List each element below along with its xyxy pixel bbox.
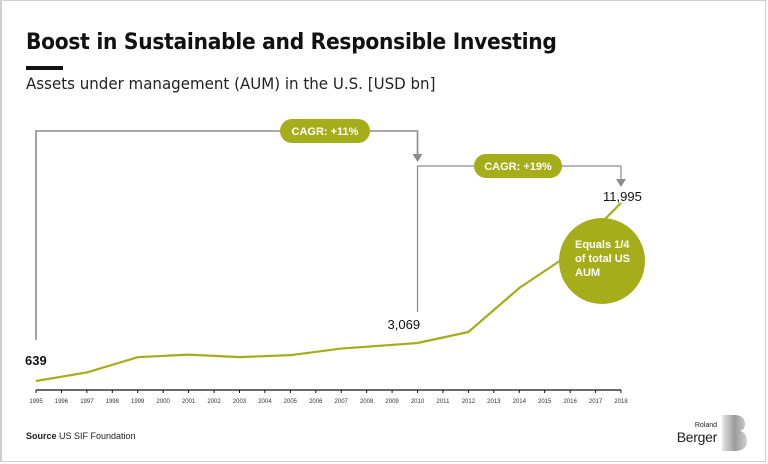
data-labels: 639 3,069 11,995	[25, 189, 642, 368]
x-tick-label: 2001	[182, 399, 196, 405]
x-tick-label: 1997	[80, 399, 94, 405]
callout-text: Equals 1/4	[575, 239, 630, 251]
arrow-down-icon	[412, 154, 423, 162]
x-tick-label: 2003	[233, 399, 247, 405]
x-tick-label: 1999	[131, 399, 145, 405]
cagr-pill	[474, 154, 562, 178]
x-tick-label: 2010	[411, 399, 425, 405]
data-label: 3,069	[388, 317, 421, 332]
cagr-connector	[35, 130, 419, 340]
callout-circle	[559, 218, 645, 304]
logo-text-roland: Roland	[694, 422, 717, 429]
callout-group: Equals 1/4 of total US AUM	[559, 218, 645, 304]
roland-berger-logo: Roland Berger	[670, 412, 750, 454]
chart-subtitle: Assets under management (AUM) in the U.S…	[26, 74, 436, 93]
x-tick-label: 1998	[106, 399, 120, 405]
source-text: US SIF Foundation	[59, 431, 136, 441]
x-tick-label: 2014	[513, 399, 527, 405]
source-label: Source	[26, 431, 57, 441]
x-tick-label: 2009	[385, 399, 399, 405]
chart-title: Boost in Sustainable and Responsible Inv…	[26, 30, 557, 55]
cagr-label: CAGR: +19%	[484, 161, 552, 173]
x-tick-label: 1995	[29, 399, 43, 405]
x-tick-label: 2005	[284, 399, 298, 405]
cagr-pill	[280, 119, 370, 143]
x-tick-label: 2015	[538, 399, 552, 405]
x-tick-label: 2007	[335, 399, 349, 405]
x-tick-label: 2002	[207, 399, 221, 405]
series-aum	[35, 202, 622, 383]
x-tick-label: 2011	[437, 399, 451, 405]
cagr-connectors: CAGR: +11% CAGR: +19%	[35, 119, 626, 340]
x-tick-label: 2012	[462, 399, 476, 405]
x-tick-label: 2008	[360, 399, 374, 405]
cagr-label: CAGR: +11%	[292, 126, 359, 138]
x-tick-label: 2013	[487, 399, 501, 405]
x-tick-label: 2006	[309, 399, 323, 405]
x-tick-label: 2018	[614, 399, 628, 405]
x-tick-label: 2017	[589, 399, 603, 405]
x-tick-label: 2004	[258, 399, 272, 405]
data-label: 11,995	[603, 189, 642, 204]
arrow-down-icon	[616, 179, 626, 187]
x-tick-label: 1996	[55, 399, 69, 405]
logo-b-mark-icon	[722, 415, 747, 451]
x-axis: 1995 1996 1997 1998 1999 2000 2001 2002 2003 2004…	[29, 389, 628, 405]
logo-text-berger: Berger	[676, 429, 718, 445]
series-line	[35, 202, 622, 383]
x-tick-label: 2000	[156, 399, 170, 405]
data-label: 639	[25, 353, 47, 368]
callout-text: of total US	[575, 253, 630, 265]
x-tick-label: 2016	[563, 399, 577, 405]
callout-text: AUM	[575, 267, 600, 279]
source-note: Source US SIF Foundation	[26, 431, 136, 441]
title-underline	[26, 66, 63, 70]
